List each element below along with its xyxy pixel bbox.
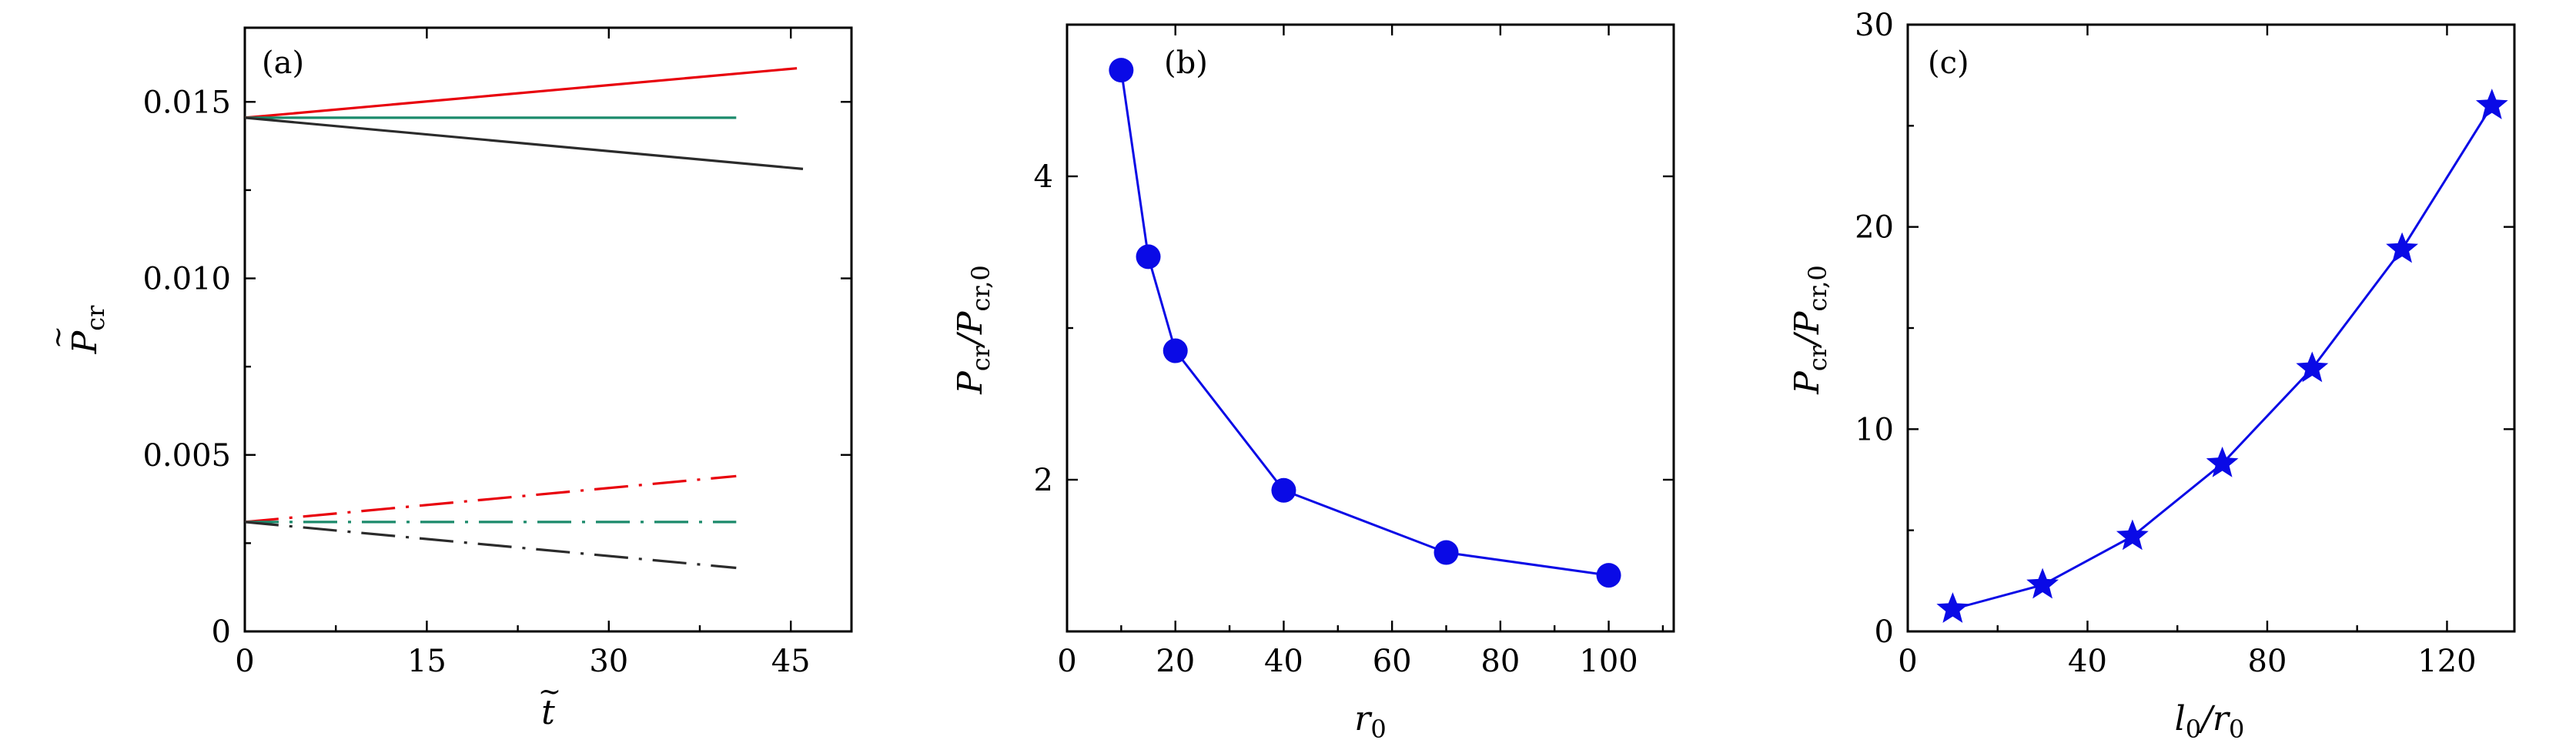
series-line-c-0 bbox=[1952, 105, 2494, 611]
x-tick-label-a: 0 bbox=[235, 644, 254, 679]
series-line-a-5 bbox=[244, 521, 737, 570]
y-axis-title-c: Pcr/Pcr,0 bbox=[1788, 265, 1832, 395]
x-axis-title-c: l0/r0 bbox=[2175, 699, 2245, 744]
y-axis-title-a-sub: cr bbox=[81, 305, 110, 331]
series-group-c bbox=[1936, 89, 2508, 623]
data-point-b bbox=[1163, 338, 1188, 363]
plot-frame-a bbox=[243, 26, 853, 633]
y-axis-title-a-tilde: ~ bbox=[42, 326, 74, 349]
y-axis-title-c-sub2: cr,0 bbox=[1803, 265, 1832, 311]
x-tick-label-b: 20 bbox=[1156, 644, 1195, 679]
series-line-b-0 bbox=[1119, 69, 1609, 577]
y-axis-title-c-sub: cr bbox=[1803, 345, 1832, 371]
panel-label-a: (a) bbox=[262, 45, 304, 81]
y-axis-title-b-sub2: cr,0 bbox=[966, 265, 995, 311]
y-axis-title-c-slash: /P bbox=[1788, 310, 1827, 349]
x-axis-title-a-tilde: ~ bbox=[538, 676, 561, 708]
x-tick-label-c: 0 bbox=[1898, 644, 1917, 679]
x-axis-title-c-sub2: 0 bbox=[2229, 715, 2244, 744]
data-point-c bbox=[2026, 568, 2059, 599]
y-tick-label-a: 0 bbox=[212, 614, 231, 650]
data-point-c bbox=[2296, 351, 2329, 383]
y-axis-title-b-sub: cr bbox=[966, 345, 995, 371]
x-tick-label-b: 80 bbox=[1480, 644, 1520, 679]
plot-frame-c bbox=[1906, 23, 2516, 633]
data-point-c bbox=[2386, 232, 2418, 263]
y-axis-b: 24 bbox=[1034, 159, 1674, 498]
data-point-b bbox=[1109, 58, 1134, 83]
series-group-b bbox=[1109, 58, 1621, 588]
y-axis-title-a: Pcr~ bbox=[42, 305, 110, 355]
x-axis-c: 0 40 80 120 bbox=[1898, 25, 2477, 679]
x-tick-label-c: 120 bbox=[2417, 644, 2476, 679]
x-tick-label-a: 30 bbox=[589, 644, 628, 679]
data-point-c bbox=[2206, 447, 2239, 477]
y-tick-label-c: 20 bbox=[1855, 210, 1894, 246]
x-axis-a: 0 15 30 45 bbox=[235, 28, 811, 679]
x-tick-label-b: 40 bbox=[1264, 644, 1303, 679]
x-axis-b: 0 20 40 60 80 100 bbox=[1057, 25, 1664, 679]
series-line-a-0 bbox=[244, 67, 798, 119]
y-tick-label-a: 0.010 bbox=[142, 262, 231, 297]
x-axis-title-c-slash: /r bbox=[2198, 699, 2231, 738]
x-tick-label-a: 45 bbox=[771, 644, 811, 679]
y-axis-c: 0 10 20 30 bbox=[1855, 8, 2514, 650]
y-axis-a: 0 0.005 0.010 0.015 bbox=[142, 85, 851, 650]
y-tick-label-b: 2 bbox=[1034, 463, 1053, 498]
y-axis-title-b-slash: /P bbox=[951, 310, 990, 349]
data-point-b bbox=[1434, 540, 1459, 565]
x-tick-label-b: 60 bbox=[1373, 644, 1412, 679]
data-point-c bbox=[2475, 89, 2508, 119]
y-tick-label-a: 0.015 bbox=[142, 85, 231, 120]
data-point-c bbox=[1936, 592, 1969, 623]
panel-b: (b) 0 20 40 60 80 100 24 r0 Pcr/Pcr,0 bbox=[951, 23, 1675, 744]
plot-frame-b bbox=[1066, 23, 1675, 633]
data-point-b bbox=[1596, 563, 1621, 588]
series-line-a-3 bbox=[244, 474, 737, 524]
y-tick-label-c: 0 bbox=[1875, 614, 1894, 650]
panel-label-c: (c) bbox=[1928, 45, 1969, 81]
x-axis-title-b: r0 bbox=[1354, 699, 1386, 744]
x-tick-label-b: 100 bbox=[1579, 644, 1638, 679]
x-axis-title-b-sub: 0 bbox=[1370, 715, 1386, 744]
x-tick-label-c: 40 bbox=[2068, 644, 2107, 679]
y-tick-label-a: 0.005 bbox=[142, 438, 231, 474]
panel-c: (c) 0 40 80 120 0 10 20 30 l0/r0 Pcr/Pcr,0 bbox=[1788, 8, 2516, 744]
x-tick-label-a: 15 bbox=[407, 644, 447, 679]
x-tick-label-b: 0 bbox=[1057, 644, 1076, 679]
series-line-a-2 bbox=[244, 116, 804, 170]
x-axis-title-c-sub: 0 bbox=[2186, 715, 2201, 744]
x-tick-label-c: 80 bbox=[2248, 644, 2287, 679]
x-axis-title-a: t~ bbox=[538, 676, 561, 732]
y-tick-label-c: 30 bbox=[1855, 8, 1894, 43]
y-axis-title-b: Pcr/Pcr,0 bbox=[951, 265, 995, 395]
y-tick-label-c: 10 bbox=[1855, 412, 1894, 447]
data-point-b bbox=[1136, 244, 1161, 270]
data-point-c bbox=[2116, 519, 2149, 551]
series-group-a bbox=[244, 67, 804, 570]
y-tick-label-b: 4 bbox=[1034, 159, 1053, 195]
data-point-b bbox=[1271, 477, 1296, 503]
panel-label-b: (b) bbox=[1164, 45, 1208, 81]
